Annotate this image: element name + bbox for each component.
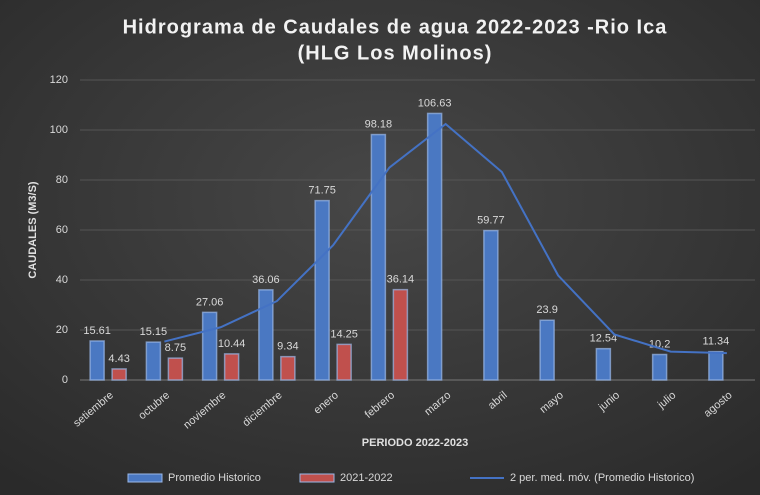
data-label: 8.75 <box>165 342 186 354</box>
bar <box>145 341 162 381</box>
y-axis-title: CAUDALES (M3/S) <box>27 181 39 279</box>
x-axis-title: PERIODO 2022-2023 <box>362 437 468 449</box>
data-label: 4.43 <box>108 353 129 365</box>
y-tick-label: 120 <box>50 74 68 86</box>
bar <box>167 357 184 381</box>
chart-subtitle: (HLG Los Molinos) <box>298 42 493 64</box>
data-label: 106.63 <box>418 97 452 109</box>
bar <box>483 229 499 381</box>
bar <box>89 340 105 381</box>
data-label: 14.25 <box>330 328 358 340</box>
bar <box>258 289 274 381</box>
bar <box>336 343 352 381</box>
legend-swatch <box>127 473 163 483</box>
data-label: 98.18 <box>365 118 393 130</box>
data-label: 10.44 <box>218 338 246 350</box>
bar <box>651 353 668 381</box>
y-tick-label: 100 <box>50 124 68 136</box>
bar <box>595 347 612 381</box>
data-label: 23.9 <box>536 304 557 316</box>
bar <box>201 311 218 381</box>
bar <box>392 288 409 381</box>
data-label: 59.77 <box>477 214 505 226</box>
data-label: 27.06 <box>196 296 224 308</box>
legend-label: 2 per. med. móv. (Promedio Historico) <box>510 472 694 484</box>
bar <box>426 112 443 381</box>
bar <box>708 350 724 381</box>
data-label: 15.15 <box>140 326 168 338</box>
bar <box>280 355 296 381</box>
legend-label: 2021-2022 <box>340 472 393 484</box>
moving-average-line <box>164 122 727 355</box>
chart-title: Hidrograma de Caudales de agua 2022-2023… <box>123 16 668 38</box>
data-label: 36.14 <box>387 274 415 286</box>
data-label: 12.54 <box>590 333 618 345</box>
bar <box>539 319 555 381</box>
bar <box>223 353 240 381</box>
y-tick-label: 40 <box>56 274 68 286</box>
legend-swatch <box>299 473 335 483</box>
bar <box>111 368 127 381</box>
data-label: 11.34 <box>703 336 730 348</box>
y-tick-label: 0 <box>62 374 68 386</box>
data-label: 71.75 <box>308 185 336 197</box>
data-label: 36.06 <box>252 274 280 286</box>
bar <box>314 199 330 381</box>
legend-label: Promedio Historico <box>168 472 261 484</box>
data-label: 9.34 <box>277 341 298 353</box>
y-tick-label: 60 <box>56 224 68 236</box>
bar <box>370 133 387 381</box>
y-tick-label: 20 <box>56 324 68 336</box>
y-tick-label: 80 <box>56 174 68 186</box>
data-label: 15.61 <box>83 325 111 337</box>
